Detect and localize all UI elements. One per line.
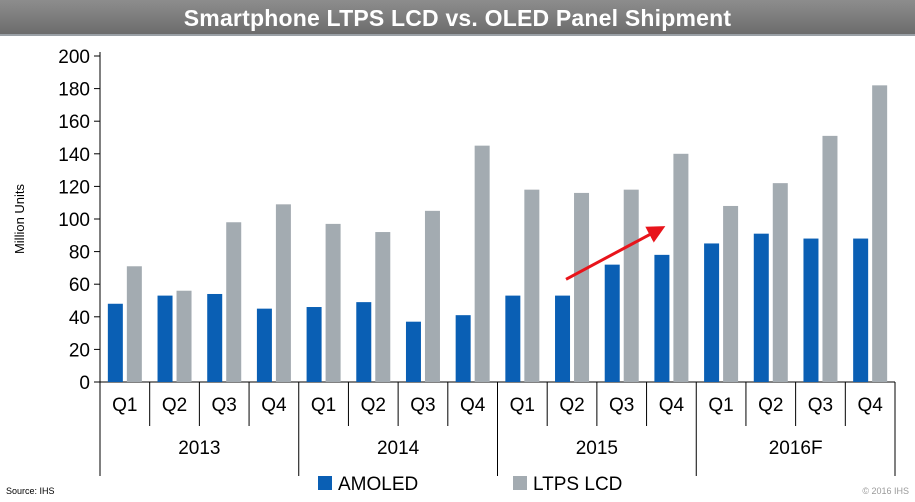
amoled-bar xyxy=(405,321,421,382)
source-note: Source: IHS xyxy=(6,486,55,496)
x-group-label: 2013 xyxy=(178,438,220,459)
ltps-lcd-bar xyxy=(524,189,540,382)
y-tick-label: 60 xyxy=(69,275,90,296)
y-tick-label: 200 xyxy=(58,47,90,68)
ltps-lcd-bar xyxy=(176,290,192,382)
ltps-lcd-bar xyxy=(474,145,490,382)
trend-arrow xyxy=(565,226,666,281)
y-tick-label: 180 xyxy=(58,80,90,101)
y-tick-label: 140 xyxy=(58,145,90,166)
amoled-bar xyxy=(853,238,869,382)
legend-swatch-ltps-lcd xyxy=(513,476,527,490)
title-underline xyxy=(0,34,915,36)
x-tick-label: Q4 xyxy=(261,395,287,416)
x-group-label: 2016F xyxy=(769,438,823,459)
amoled-bar xyxy=(455,315,471,382)
ltps-lcd-bar xyxy=(872,85,888,382)
x-group-label: 2015 xyxy=(576,438,618,459)
legend-label-amoled: AMOLED xyxy=(338,474,418,495)
amoled-bar xyxy=(157,295,173,382)
x-tick-label: Q4 xyxy=(857,395,883,416)
x-tick-label: Q2 xyxy=(162,395,187,416)
ltps-lcd-bar xyxy=(226,222,242,382)
x-tick-label: Q4 xyxy=(460,395,486,416)
ltps-lcd-bar xyxy=(325,223,341,382)
amoled-bar xyxy=(256,308,272,382)
ltps-lcd-bar xyxy=(126,266,142,382)
x-tick-label: Q2 xyxy=(758,395,783,416)
y-tick-label: 40 xyxy=(69,308,90,329)
amoled-bar xyxy=(555,295,571,382)
bar-chart: Million Units 0 20 40 60 80 100 120 140 160 180 200… xyxy=(12,47,896,495)
x-tick-label: Q3 xyxy=(212,395,237,416)
ltps-lcd-bar xyxy=(723,205,739,382)
y-tick-label: 100 xyxy=(58,210,90,231)
x-tick-label: Q1 xyxy=(510,395,535,416)
amoled-bar xyxy=(753,233,769,382)
amoled-bar xyxy=(306,307,322,382)
ltps-lcd-bar xyxy=(375,232,391,382)
x-tick-label: Q3 xyxy=(609,395,634,416)
amoled-bar xyxy=(704,243,720,382)
chart-title-bar: Smartphone LTPS LCD vs. OLED Panel Shipm… xyxy=(0,0,915,36)
x-tick-label: Q3 xyxy=(410,395,435,416)
amoled-bar xyxy=(207,293,223,382)
amoled-bar xyxy=(356,302,372,382)
y-tick-label: 120 xyxy=(58,177,90,198)
y-tick-label: 20 xyxy=(69,340,90,361)
x-tick-label: Q2 xyxy=(361,395,386,416)
x-tick-label: Q1 xyxy=(708,395,733,416)
x-tick-label: Q2 xyxy=(559,395,584,416)
amoled-bar xyxy=(505,295,521,382)
x-tick-label: Q1 xyxy=(112,395,137,416)
ltps-lcd-bar xyxy=(623,189,639,382)
copyright-note: © 2016 IHS xyxy=(862,486,909,496)
legend-swatch-amoled xyxy=(318,476,332,490)
ltps-lcd-bar xyxy=(772,183,788,382)
legend-label-ltps-lcd: LTPS LCD xyxy=(533,474,622,495)
x-tick-label: Q3 xyxy=(808,395,833,416)
x-tick-label: Q1 xyxy=(311,395,336,416)
amoled-bar xyxy=(604,264,620,382)
ltps-lcd-bar xyxy=(673,153,689,382)
amoled-bar xyxy=(107,303,123,382)
y-tick-label: 0 xyxy=(79,373,90,394)
ltps-lcd-bar xyxy=(275,204,291,382)
chart-title: Smartphone LTPS LCD vs. OLED Panel Shipm… xyxy=(183,4,732,31)
ltps-lcd-bar xyxy=(822,135,838,382)
amoled-bar xyxy=(803,238,819,382)
y-tick-label: 80 xyxy=(69,243,90,264)
ltps-lcd-bar xyxy=(424,210,440,382)
x-tick-label: Q4 xyxy=(659,395,685,416)
y-axis-label: Million Units xyxy=(12,183,27,254)
y-tick-label: 160 xyxy=(58,112,90,133)
x-group-label: 2014 xyxy=(377,438,420,459)
amoled-bar xyxy=(654,254,670,382)
ltps-lcd-bar xyxy=(574,192,590,382)
